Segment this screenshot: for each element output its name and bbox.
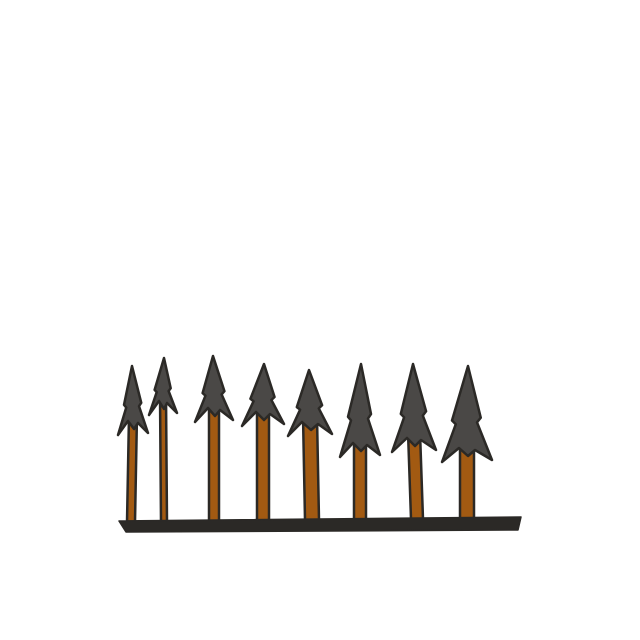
spike-shaft — [158, 393, 169, 524]
spike — [286, 368, 334, 522]
spike-head — [116, 364, 150, 437]
spike-head — [440, 364, 494, 464]
spike-head — [390, 362, 438, 454]
spike-head — [147, 356, 179, 417]
spike-head — [193, 354, 235, 424]
spike-shaft — [301, 414, 321, 522]
spike-head — [286, 368, 334, 438]
base-plank — [118, 516, 522, 533]
spike — [338, 362, 382, 522]
spike — [193, 354, 235, 524]
spike-shaft — [207, 400, 221, 524]
spike-head — [338, 362, 382, 459]
spike-head — [240, 362, 286, 428]
spike — [440, 364, 494, 521]
spike-shaft — [255, 404, 271, 523]
spike-group — [116, 354, 494, 524]
spike — [390, 362, 438, 521]
spike — [116, 364, 150, 524]
spike-shaft — [125, 413, 139, 524]
spike — [147, 356, 179, 524]
spike — [240, 362, 286, 523]
